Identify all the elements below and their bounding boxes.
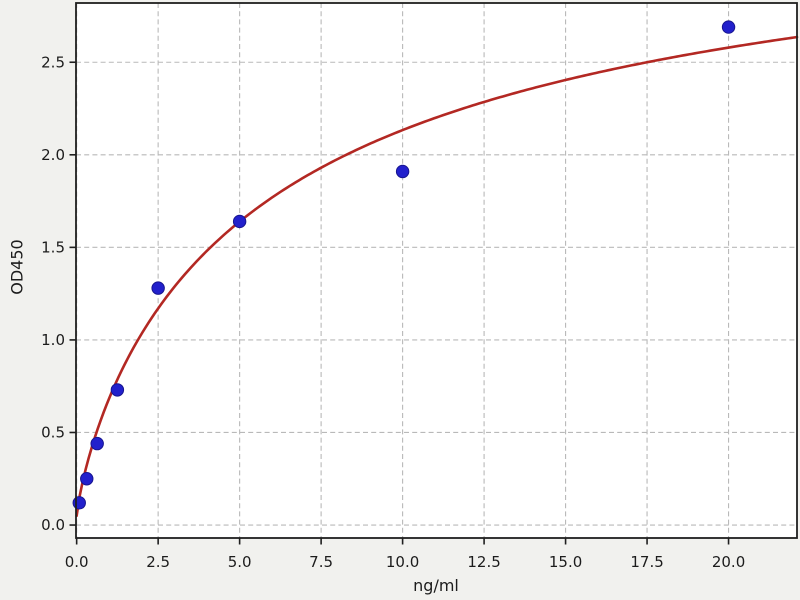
data-point — [110, 383, 125, 397]
x-tick-label: 5.0 — [228, 553, 252, 571]
y-tick-label: 1.5 — [41, 239, 65, 257]
fit-curve-line — [75, 35, 799, 518]
data-point — [721, 20, 736, 34]
data-point — [72, 496, 86, 510]
x-tick-label: 15.0 — [549, 553, 582, 571]
y-tick-label: 1.0 — [41, 331, 65, 349]
y-tick-label: 0.0 — [41, 516, 65, 534]
y-axis-label: OD450 — [7, 239, 27, 295]
data-point — [151, 281, 165, 295]
y-tick-label: 2.0 — [41, 146, 65, 164]
x-tick-label: 2.5 — [146, 553, 170, 571]
x-tick-label: 0.0 — [65, 553, 89, 571]
x-tick-label: 17.5 — [630, 553, 663, 571]
data-point — [232, 214, 247, 229]
y-tick-label: 0.5 — [41, 424, 65, 442]
x-tick-label: 10.0 — [386, 553, 419, 571]
x-tick-label: 20.0 — [712, 553, 745, 571]
x-tick-label: 12.5 — [467, 553, 500, 571]
x-tick-label: 7.5 — [309, 553, 333, 571]
plot-area-background — [76, 3, 797, 538]
axes-border — [75, 2, 798, 539]
y-tick-label: 2.5 — [41, 53, 65, 71]
data-point — [80, 472, 94, 486]
data-point — [90, 436, 104, 451]
data-point — [395, 164, 410, 179]
x-axis-label: ng/ml — [413, 576, 459, 595]
